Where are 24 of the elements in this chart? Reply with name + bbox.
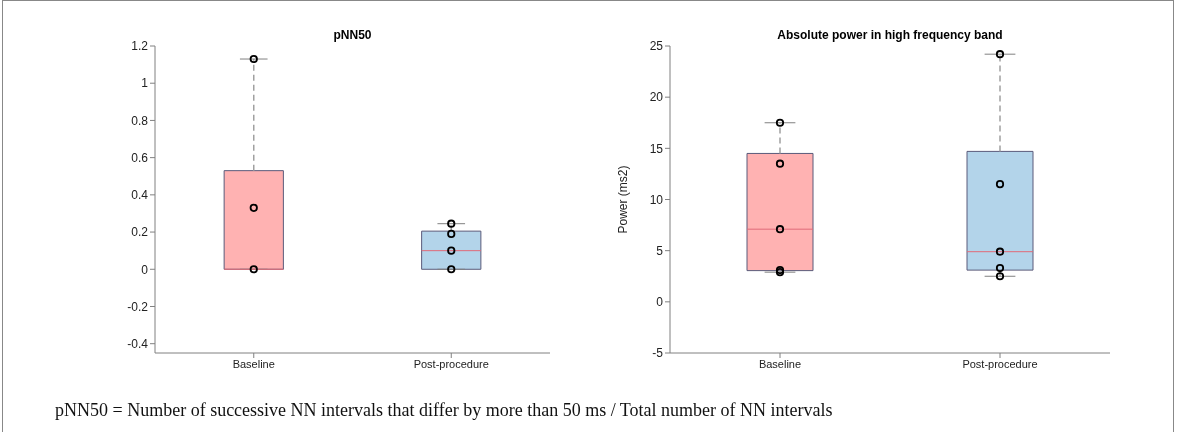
chart-title: Absolute power in high frequency band — [776, 28, 1004, 42]
y-tick-label: 10 — [649, 192, 664, 207]
y-axis-title: Power (ms2) — [616, 165, 631, 234]
y-tick-label: 0.8 — [131, 113, 149, 128]
y-tick-label: 20 — [649, 90, 664, 105]
x-tick-label: Post-procedure — [413, 357, 489, 370]
chart-title: pNN50 — [332, 28, 373, 42]
x-tick-label: Baseline — [758, 357, 802, 370]
y-tick-label: 0.4 — [131, 188, 149, 203]
y-tick-label: 0 — [656, 295, 664, 310]
y-tick-label: -5 — [652, 346, 664, 361]
y-tick-label: 0.2 — [131, 225, 149, 240]
y-tick-label: 1.2 — [131, 39, 149, 54]
y-tick-label: 0.6 — [131, 150, 149, 165]
y-tick-label: 25 — [649, 39, 664, 54]
text: pNN50 = Number of successive NN intervals that differ by more than 50 ms / Total number of NN intervals — [55, 400, 833, 421]
y-tick-label: -0.4 — [127, 336, 149, 351]
y-tick-label: -0.2 — [127, 299, 149, 314]
y-tick-label: 0 — [141, 262, 149, 277]
y-tick-label: 15 — [649, 141, 664, 156]
x-tick-label: Post-procedure — [962, 357, 1038, 370]
y-tick-label: 1 — [141, 76, 149, 91]
x-tick-label: Baseline — [232, 357, 275, 370]
y-tick-label: 5 — [656, 243, 664, 258]
